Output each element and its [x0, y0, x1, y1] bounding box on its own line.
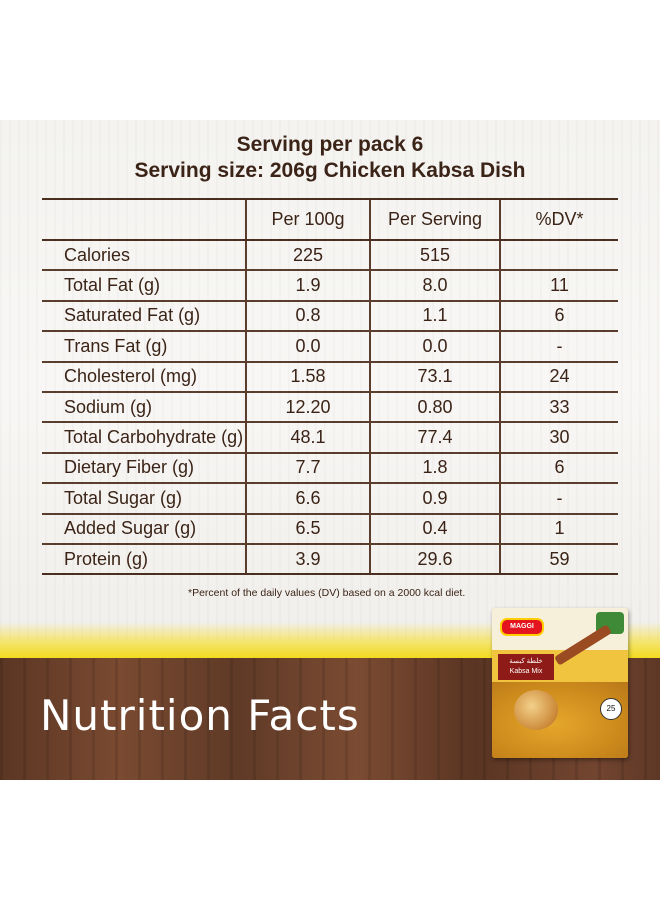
- per-100g-value: 225: [245, 240, 370, 272]
- dv-value: [499, 240, 618, 272]
- product-arabic-name: خلطة كبسة: [509, 658, 543, 665]
- per-serving-value: 1.1: [369, 300, 500, 333]
- table-row: Added Sugar (g) 6.5 0.4 1: [42, 513, 618, 545]
- table-row: Dietary Fiber (g) 7.7 1.8 6: [42, 452, 618, 485]
- weight-badge: 25: [600, 698, 622, 720]
- per-100g-value: 0.8: [245, 300, 370, 333]
- per-serving-value: 77.4: [369, 422, 500, 454]
- per-serving-value: 0.4: [369, 513, 500, 545]
- dv-value: 33: [499, 391, 618, 424]
- dv-value: 11: [499, 270, 618, 302]
- per-100g-value: 7.7: [245, 452, 370, 485]
- dv-value: -: [499, 483, 618, 515]
- table-row: Cholesterol (mg) 1.58 73.1 24: [42, 361, 618, 393]
- per-100g-value: 1.58: [245, 361, 370, 393]
- brand-logo: MAGGI: [500, 618, 544, 636]
- nutrient-label: Calories: [42, 240, 246, 272]
- nutrient-label: Saturated Fat (g): [42, 300, 246, 333]
- table-row: Calories 225 515: [42, 240, 618, 272]
- nutrient-label: Protein (g): [42, 543, 246, 576]
- product-name-band: خلطة كبسة Kabsa Mix: [498, 654, 554, 680]
- per-100g-value: 6.5: [245, 513, 370, 545]
- product-package-image: MAGGI خلطة كبسة Kabsa Mix 25: [492, 608, 628, 758]
- table-row: Total Sugar (g) 6.6 0.9 -: [42, 483, 618, 515]
- dv-value: 59: [499, 543, 618, 576]
- nutrient-label: Cholesterol (mg): [42, 361, 246, 393]
- dv-value: 1: [499, 513, 618, 545]
- per-serving-value: 515: [369, 240, 500, 272]
- table-row: Protein (g) 3.9 29.6 59: [42, 543, 618, 576]
- per-serving-value: 0.0: [369, 331, 500, 363]
- nutrient-label: Total Carbohydrate (g): [42, 422, 246, 454]
- dv-value: -: [499, 331, 618, 363]
- nutrition-table: Per 100g Per Serving %DV* Calories 225 5…: [42, 198, 618, 576]
- per-100g-value: 0.0: [245, 331, 370, 363]
- per-serving-value: 8.0: [369, 270, 500, 302]
- column-header-per-100g: Per 100g: [245, 198, 370, 241]
- nutrient-label: Sodium (g): [42, 391, 246, 424]
- table-header-row: Per 100g Per Serving %DV*: [42, 198, 618, 241]
- dv-value: 24: [499, 361, 618, 393]
- nutrient-label: Trans Fat (g): [42, 331, 246, 363]
- rice-dish-image: [492, 682, 628, 758]
- table-row: Total Fat (g) 1.9 8.0 11: [42, 270, 618, 302]
- per-serving-value: 29.6: [369, 543, 500, 576]
- per-100g-value: 1.9: [245, 270, 370, 302]
- banner-title: Nutrition Facts: [40, 691, 360, 740]
- nutrient-label: Added Sugar (g): [42, 513, 246, 545]
- table-row: Saturated Fat (g) 0.8 1.1 6: [42, 300, 618, 333]
- per-serving-value: 0.80: [369, 391, 500, 424]
- per-100g-value: 12.20: [245, 391, 370, 424]
- per-100g-value: 3.9: [245, 543, 370, 576]
- chicken-image: [514, 690, 558, 730]
- nutrition-panel: Serving per pack 6 Serving size: 206g Ch…: [0, 120, 660, 780]
- dv-value: 30: [499, 422, 618, 454]
- per-100g-value: 6.6: [245, 483, 370, 515]
- per-100g-value: 48.1: [245, 422, 370, 454]
- nutrient-label: Dietary Fiber (g): [42, 452, 246, 485]
- nutrient-label: Total Fat (g): [42, 270, 246, 302]
- serving-size: Serving size: 206g Chicken Kabsa Dish: [134, 159, 526, 182]
- footnote: *Percent of the daily values (DV) based …: [188, 587, 466, 599]
- per-serving-value: 1.8: [369, 452, 500, 485]
- column-header-per-serving: Per Serving: [369, 198, 500, 241]
- product-english-name: Kabsa Mix: [509, 668, 543, 675]
- column-header-dv: %DV*: [499, 198, 618, 241]
- dv-value: 6: [499, 452, 618, 485]
- table-row: Trans Fat (g) 0.0 0.0 -: [42, 331, 618, 363]
- serving-header: Serving per pack 6 Serving size: 206g Ch…: [0, 132, 660, 184]
- nutrient-label: Total Sugar (g): [42, 483, 246, 515]
- table-row: Total Carbohydrate (g) 48.1 77.4 30: [42, 422, 618, 454]
- table-row: Sodium (g) 12.20 0.80 33: [42, 391, 618, 424]
- dv-value: 6: [499, 300, 618, 333]
- servings-per-pack: Serving per pack 6: [236, 133, 424, 156]
- column-header-nutrient: [42, 198, 246, 241]
- per-serving-value: 73.1: [369, 361, 500, 393]
- per-serving-value: 0.9: [369, 483, 500, 515]
